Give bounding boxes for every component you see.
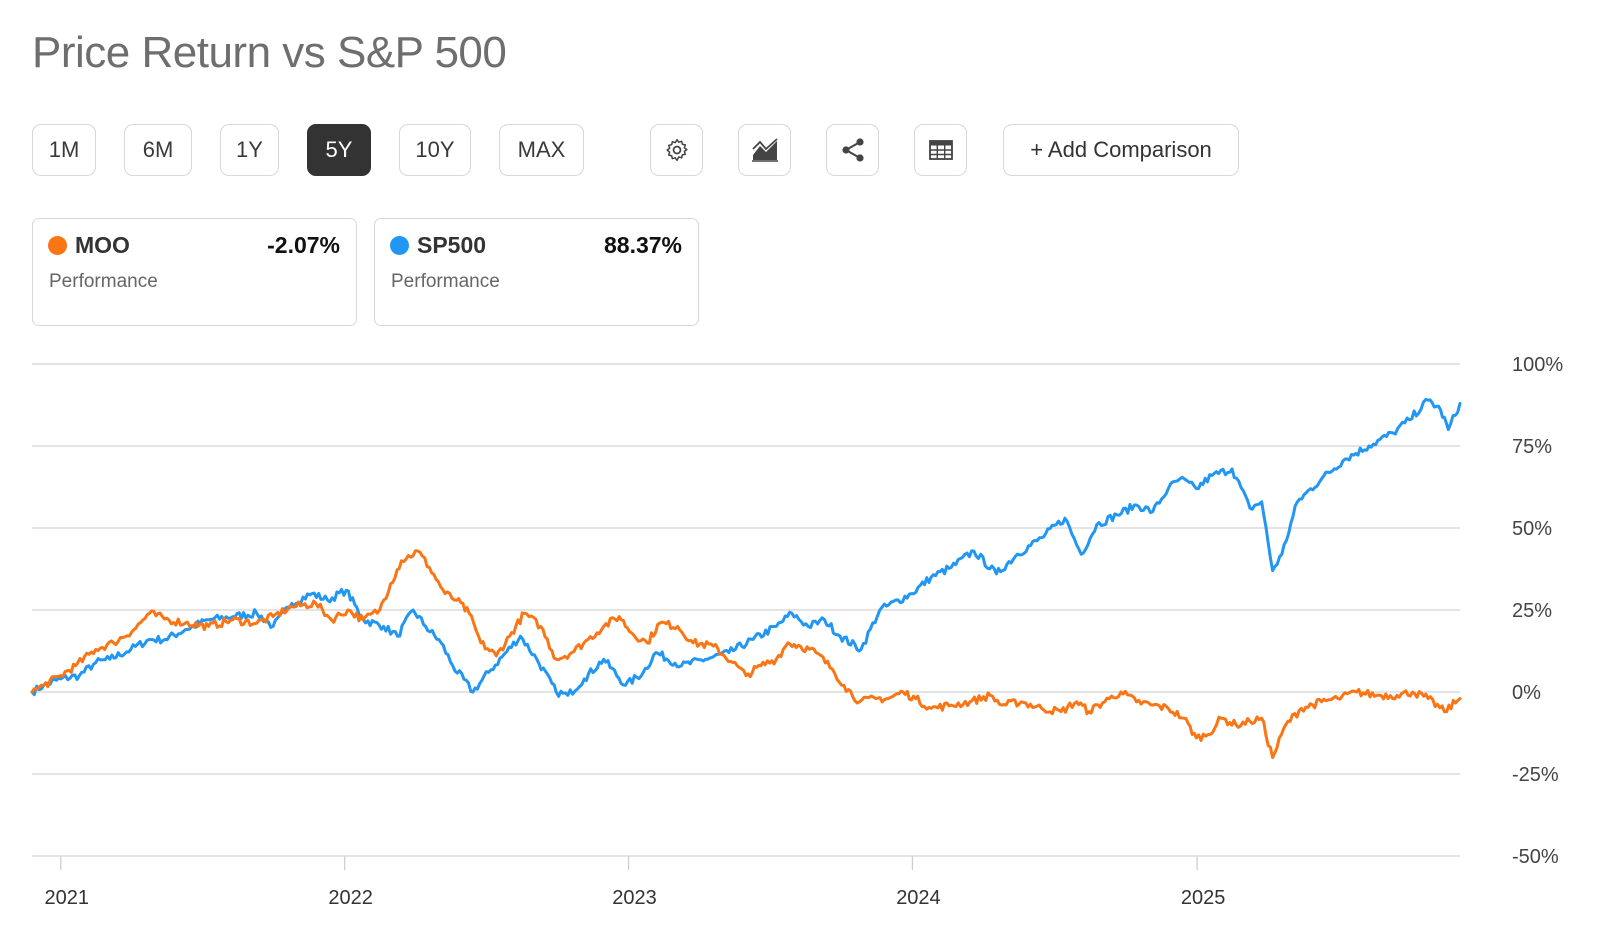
toolbar: 1M 6M 1Y 5Y 10Y MAX <box>0 0 1600 180</box>
share-icon <box>841 138 864 162</box>
page-title: Price Return vs S&P 500 <box>32 28 507 77</box>
range-10y-button[interactable]: 10Y <box>399 124 471 176</box>
share-button[interactable] <box>826 124 879 176</box>
x-tick-label: 2022 <box>328 887 373 909</box>
x-tick-label: 2024 <box>896 887 941 909</box>
y-tick-label: 25% <box>1512 600 1552 622</box>
y-tick-label: 100% <box>1512 354 1563 376</box>
table-icon <box>928 140 953 160</box>
legend-value: -2.07% <box>267 232 340 258</box>
series-line-sp500 <box>30 397 1462 698</box>
performance-chart[interactable]: 100% 75% 50% 25% 0% -25% -50% 2021 2022 2023 2024 2… <box>0 340 1600 930</box>
legend-label: Performance <box>391 271 500 292</box>
add-comparison-button[interactable]: + Add Comparison <box>1003 124 1239 176</box>
series-color-dot <box>390 236 409 255</box>
series-color-dot <box>48 236 67 255</box>
legend-label: Performance <box>49 271 158 292</box>
series-line-moo <box>30 549 1462 760</box>
range-6m-button[interactable]: 6M <box>124 124 192 176</box>
legend-ticker: SP500 <box>417 232 487 258</box>
range-1m-button[interactable]: 1M <box>32 124 96 176</box>
y-tick-label: -25% <box>1512 764 1559 786</box>
legend-value: 88.37% <box>603 232 682 258</box>
x-tick-label: 2025 <box>1181 887 1226 909</box>
chart-type-button[interactable] <box>738 124 791 176</box>
table-view-button[interactable] <box>914 124 967 176</box>
gear-icon <box>665 138 688 162</box>
y-tick-label: 75% <box>1512 436 1552 458</box>
legend-card-sp500[interactable]: SP500 88.37% Performance <box>374 218 699 326</box>
settings-button[interactable] <box>650 124 703 176</box>
range-max-button[interactable]: MAX <box>499 124 584 176</box>
y-tick-label: -50% <box>1512 846 1559 868</box>
range-1y-button[interactable]: 1Y <box>220 124 279 176</box>
legend-ticker: MOO <box>75 232 130 258</box>
y-tick-label: 50% <box>1512 518 1552 540</box>
area-chart-icon <box>751 138 778 162</box>
x-tick-label: 2021 <box>45 887 90 909</box>
range-5y-button[interactable]: 5Y <box>307 124 371 176</box>
y-tick-label: 0% <box>1512 682 1541 704</box>
x-tick-label: 2023 <box>612 887 657 909</box>
legend-card-moo[interactable]: MOO -2.07% Performance <box>32 218 357 326</box>
